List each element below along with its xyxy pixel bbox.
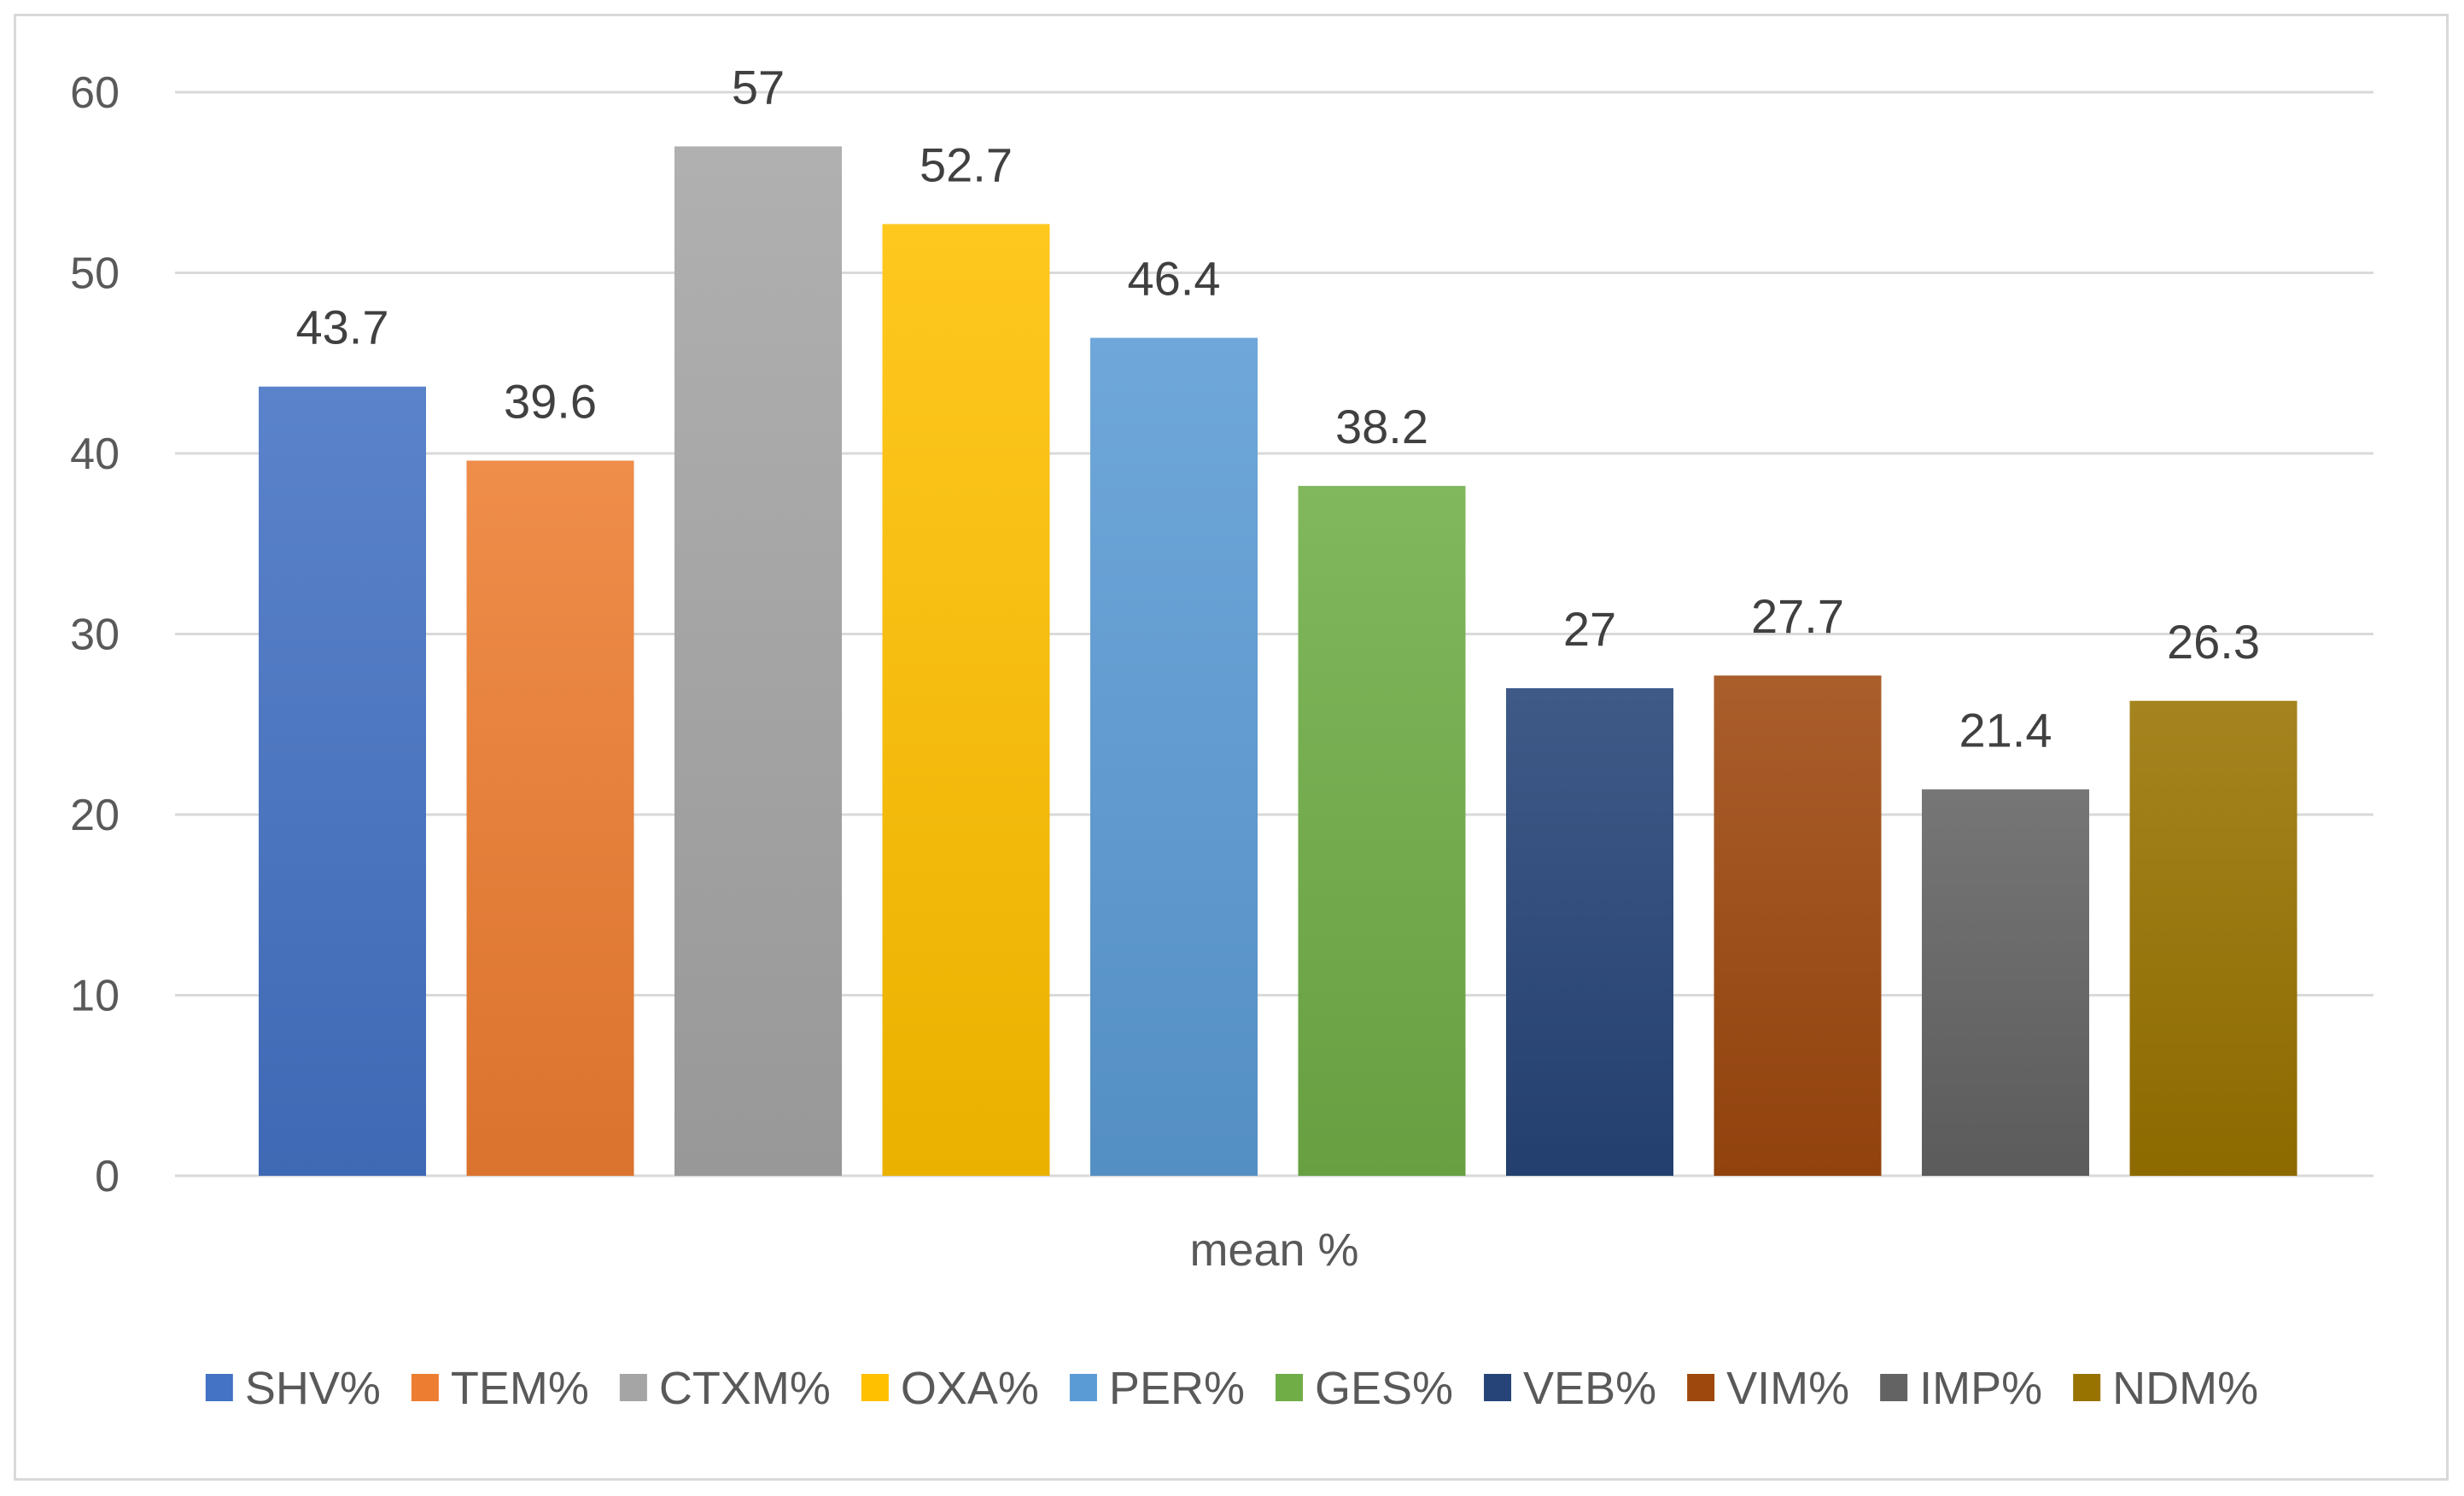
y-tick-label-20: 20 <box>70 791 120 840</box>
bar-tem <box>466 460 634 1176</box>
bar-veb <box>1506 687 1673 1176</box>
legend: SHV% TEM% CTXM% OXA% PER% GES% VEB% VIM% IMP% NDM… <box>205 1363 2258 1414</box>
legend-label-vim: VIM% <box>1726 1363 1849 1414</box>
legend-label-shv: SHV% <box>245 1363 381 1414</box>
bars <box>259 146 2298 1177</box>
x-axis-title: mean % <box>1189 1224 1358 1276</box>
y-tick-label-60: 60 <box>70 68 120 118</box>
y-tick-label-0: 0 <box>95 1152 120 1201</box>
legend-label-veb: VEB% <box>1523 1363 1656 1414</box>
legend-swatch-vim <box>1687 1374 1715 1401</box>
legend-swatch-veb <box>1484 1374 1512 1401</box>
legend-label-imp: IMP% <box>1919 1363 2042 1414</box>
legend-label-ctxm: CTXM% <box>659 1363 831 1414</box>
y-tick-label-50: 50 <box>70 249 120 299</box>
data-label-vim: 27.7 <box>1751 589 1844 643</box>
bar-oxa <box>882 224 1050 1176</box>
bar-ctxm <box>674 146 842 1177</box>
legend-label-per: PER% <box>1109 1363 1245 1414</box>
legend-swatch-ctxm <box>619 1374 647 1401</box>
legend-label-tem: TEM% <box>451 1363 589 1414</box>
bar-shv <box>259 386 426 1176</box>
data-label-tem: 39.6 <box>504 374 597 428</box>
data-label-ndm: 26.3 <box>2167 615 2260 669</box>
legend-swatch-oxa <box>861 1374 889 1401</box>
legend-label-ges: GES% <box>1315 1363 1453 1414</box>
legend-swatch-tem <box>411 1374 439 1401</box>
bar-ndm <box>2129 700 2298 1176</box>
y-tick-label-30: 30 <box>70 611 120 660</box>
data-label-per: 46.4 <box>1128 252 1221 306</box>
legend-swatch-ges <box>1275 1374 1303 1401</box>
data-label-ctxm: 57 <box>732 60 785 114</box>
legend-swatch-per <box>1069 1374 1097 1401</box>
data-label-ges: 38.2 <box>1335 400 1428 453</box>
y-tick-label-10: 10 <box>70 972 120 1021</box>
legend-label-ndm: NDM% <box>2112 1363 2258 1414</box>
y-axis-tick-labels: 0 10 20 30 40 50 60 <box>70 68 120 1201</box>
data-label-shv: 43.7 <box>296 301 389 354</box>
bar-per <box>1090 337 1258 1176</box>
bar-vim <box>1714 675 1882 1176</box>
bar-imp <box>1922 789 2089 1176</box>
data-labels: 43.7 39.6 57 52.7 46.4 38.2 27 27.7 21.4 26.3 <box>296 60 2261 757</box>
data-label-veb: 27 <box>1563 602 1616 656</box>
y-tick-label-40: 40 <box>70 430 120 479</box>
bar-ges <box>1298 486 1466 1176</box>
legend-swatch-shv <box>205 1374 233 1401</box>
data-label-imp: 21.4 <box>1959 703 2052 757</box>
data-label-oxa: 52.7 <box>920 137 1013 191</box>
legend-swatch-imp <box>1880 1374 1908 1401</box>
legend-label-oxa: OXA% <box>901 1363 1039 1414</box>
legend-swatch-ndm <box>2073 1374 2101 1401</box>
